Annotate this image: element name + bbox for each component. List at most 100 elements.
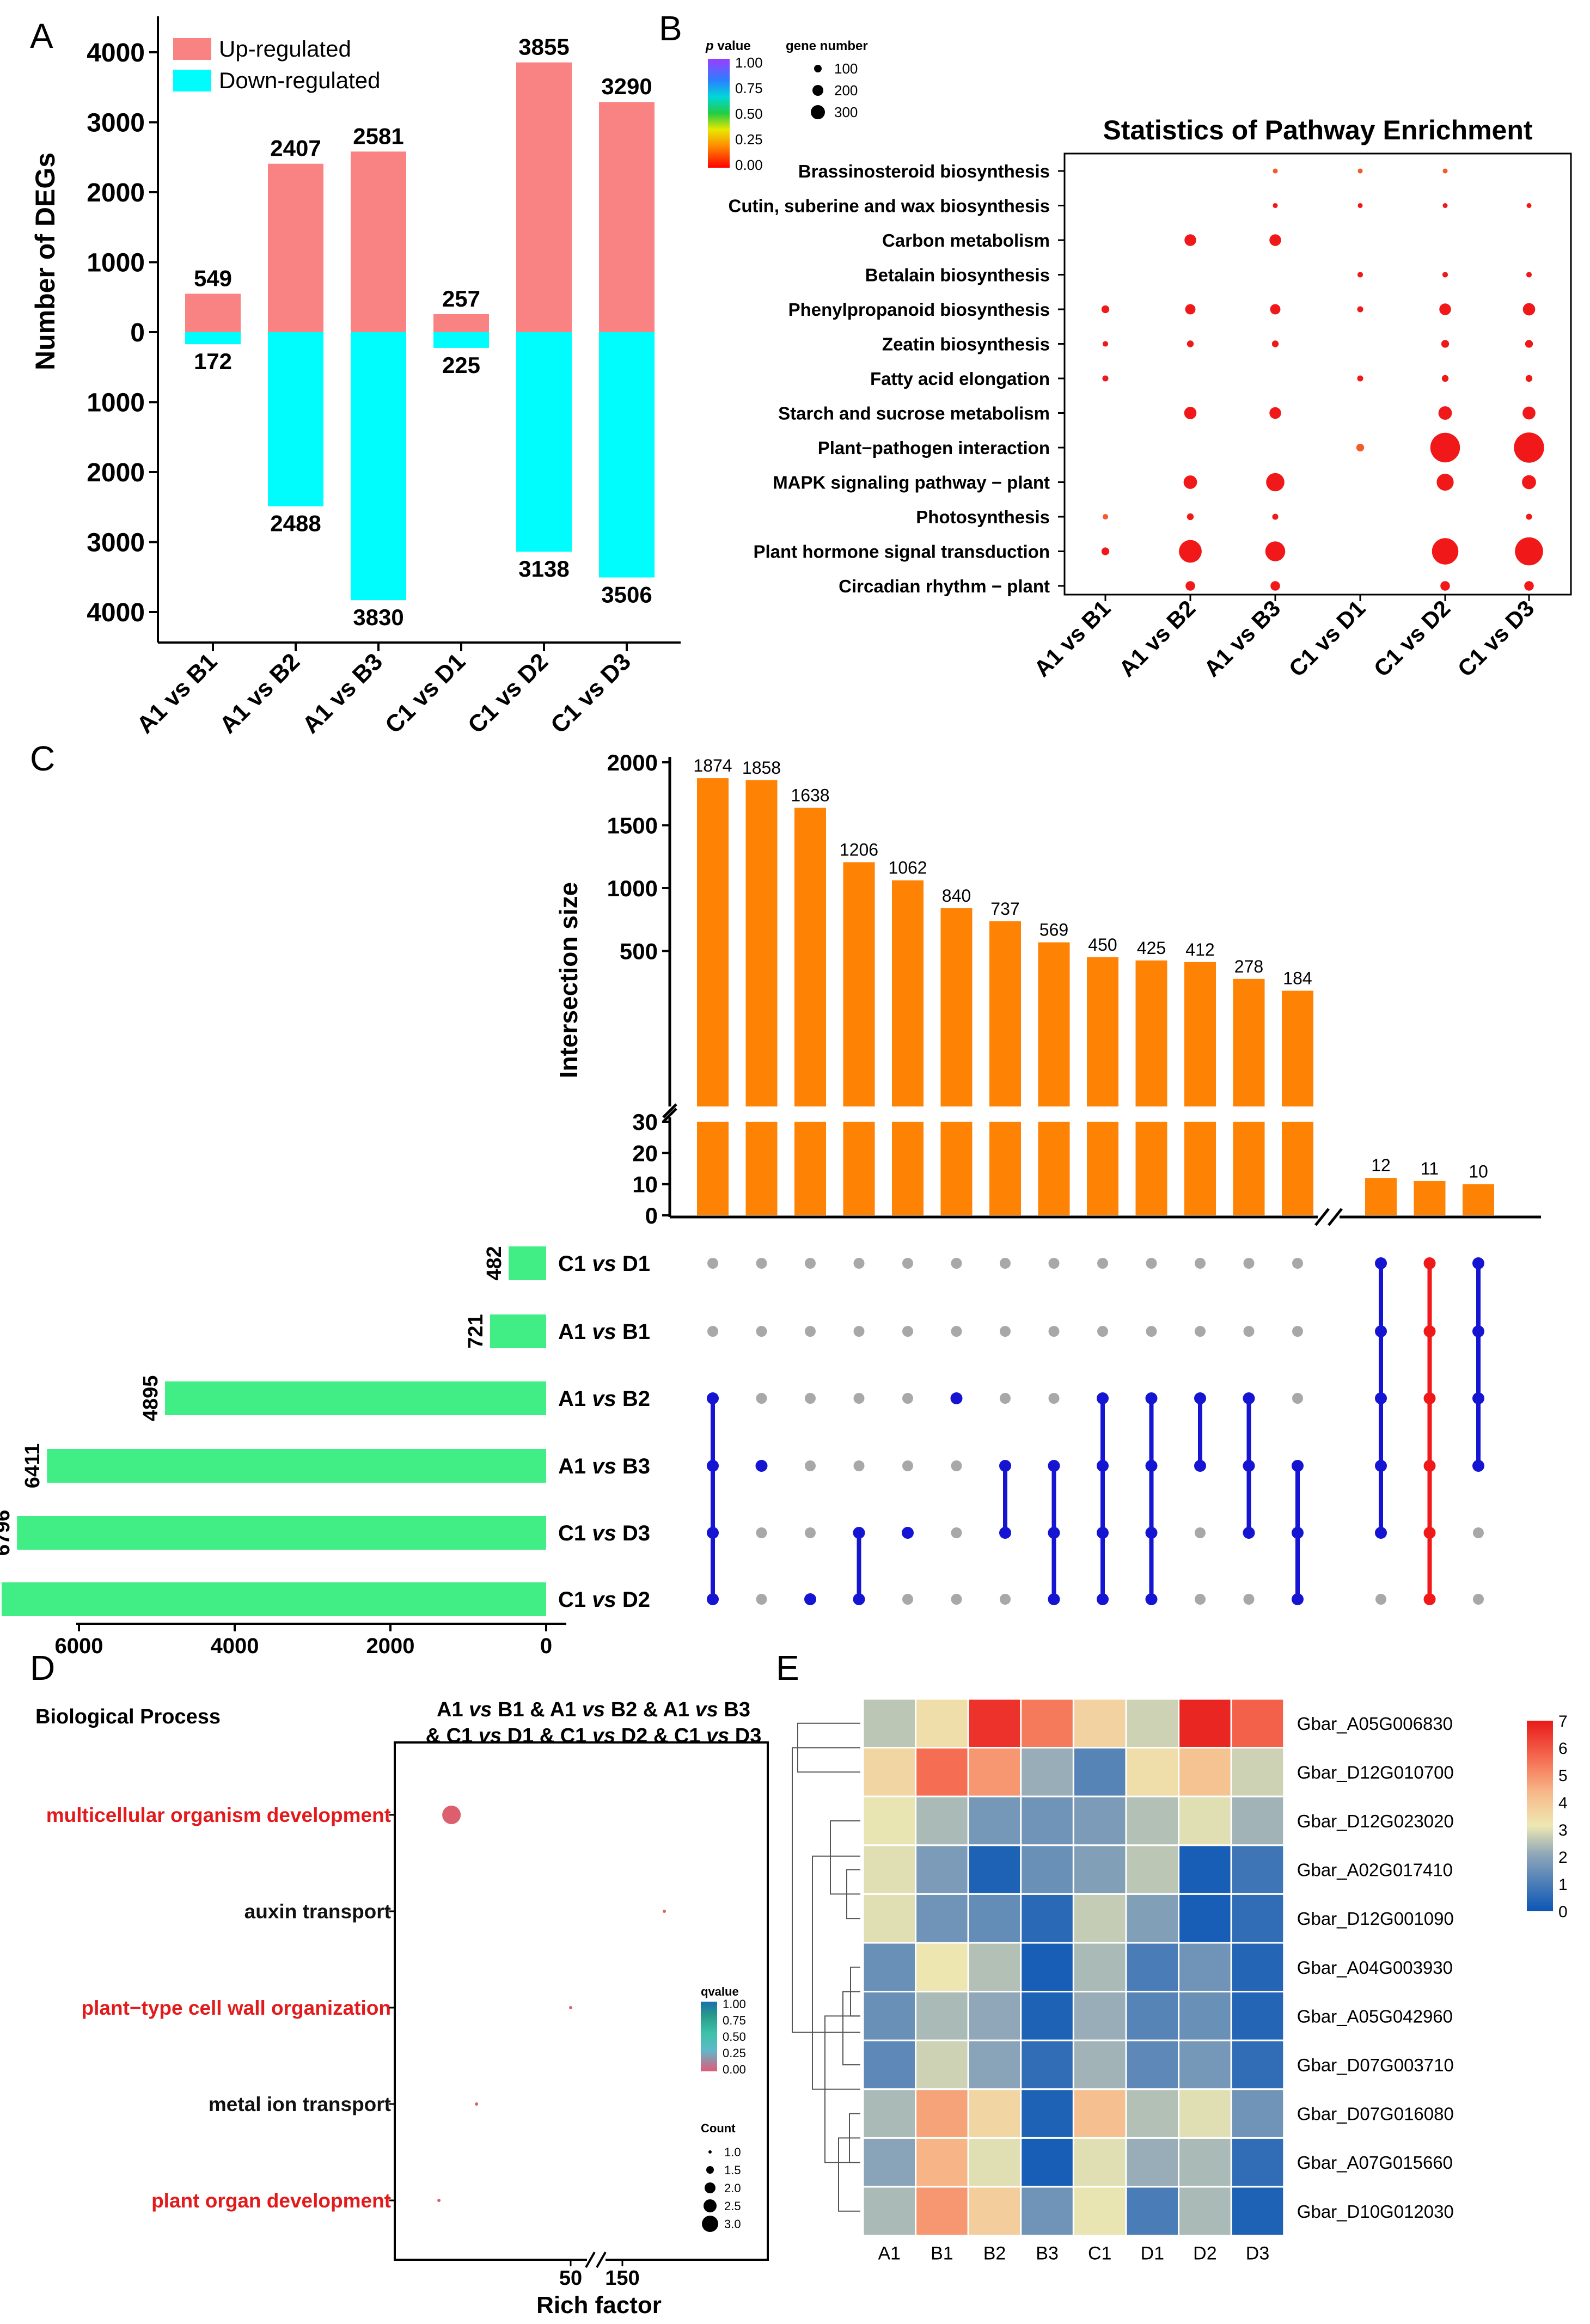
panel-c-upset-plot: 2000 1500 1000 500 30 20 10 0 Intersection size 1… [0,750,1541,1658]
legend-count-title: Count [701,2121,736,2135]
bubble-phenylpropanoid-biosynthesis-c1-vs-d3 [1522,303,1536,316]
heatmap-cell-gbar-a02g017410-b2 [967,1844,1022,1895]
matrix-dot-inactive [707,1258,718,1269]
term-point-metal-ion-transport [475,2102,479,2106]
panel-d-header-line1: A1 vs B1 & A1 vs B2 & A1 vs B3 [437,1698,750,1721]
set-size-bar-c1-vs-d3 [17,1516,547,1550]
term-label-auxin-transport: auxin transport [244,1900,391,1923]
heatmap-cell-gbar-d07g003710-d3 [1230,2039,1285,2090]
matrix-dot-active [1423,1460,1436,1472]
data-label-up: 549 [194,265,232,291]
matrix-dot-inactive [853,1460,865,1471]
matrix-dot-inactive [1375,1594,1386,1605]
y-tick-label: 0 [130,319,145,347]
heatmap-cell-gbar-d12g023020-a1 [862,1795,917,1846]
intersection-size-label: 569 [1039,920,1068,940]
bubble-photosynthesis-a1-vs-b1 [1102,513,1109,520]
matrix-dot-inactive [902,1594,913,1605]
colorbar-tick: 1 [1558,1876,1568,1894]
set-size-label: 6411 [21,1444,44,1488]
y-tick-label: 30 [632,1109,658,1135]
col-label-c1-vs-d2: C1 vs D2 [1369,595,1456,682]
matrix-dot-active [999,1460,1011,1472]
heatmap-cell-gbar-a04g003930-c1 [1072,1942,1127,1993]
heatmap-cell-gbar-d10g012030-d1 [1125,2186,1180,2237]
heatmap-cell-gbar-a05g006830-d1 [1125,1698,1180,1749]
heatmap-cell-gbar-d10g012030-b3 [1020,2186,1074,2237]
x-tick-label: 50 [559,2267,582,2290]
bubble-zeatin-biosynthesis-c1-vs-d3 [1525,340,1533,348]
matrix-dot-inactive [756,1326,767,1337]
dendrogram-branch [830,1820,860,1895]
matrix-dot-inactive [853,1258,865,1269]
set-label-a1-vs-b2: A1 vs B2 [558,1387,650,1411]
panel-letter-e: E [776,1648,799,1687]
col-label-b3: B3 [1036,2243,1059,2264]
matrix-dot-inactive [1000,1326,1011,1337]
heatmap-cell-gbar-a05g042960-d3 [1230,1991,1285,2041]
heatmap-cell-gbar-d07g016080-d2 [1178,2088,1232,2139]
bubble-starch-and-sucrose-metabolism-c1-vs-d3 [1522,406,1536,420]
matrix-dot-inactive [853,1326,865,1337]
axis-break-mark [662,1108,677,1123]
matrix-dot-inactive [951,1460,962,1471]
bubble-plant-hormone-signal-transduction-c1-vs-d3 [1515,537,1543,566]
heatmap-cell-gbar-d07g003710-d2 [1178,2039,1232,2090]
matrix-dot-active [1145,1527,1158,1539]
bubble-carbon-metabolism-a1-vs-b2 [1184,234,1196,246]
dendrogram-branch [812,1855,860,2090]
colorbar-tick: 5 [1558,1767,1568,1785]
bubble-zeatin-biosynthesis-c1-vs-d2 [1441,340,1450,348]
panel-letter-d: D [30,1648,55,1687]
bar-up-c1-vs-d2 [516,62,572,332]
bubble-plant-pathogen-interaction-c1-vs-d2 [1430,432,1460,463]
matrix-dot-active [1292,1527,1304,1539]
intersection-size-label: 737 [990,899,1019,919]
bubble-circadian-rhythm-plant-c1-vs-d3 [1524,581,1534,591]
bubble-zeatin-biosynthesis-a1-vs-b3 [1271,340,1279,347]
plot-frame [394,1741,769,2261]
intersection-size-label: 1858 [742,758,781,778]
bubble-cutin-suberine-and-wax-biosynthesis-c1-vs-d1 [1357,203,1363,209]
intersection-bar-upper-0 [697,778,729,1106]
heatmap-cell-gbar-a07g015660-b2 [967,2137,1022,2188]
heatmap-cell-gbar-d07g016080-b1 [915,2088,969,2139]
term-label-metal-ion-transport: metal ion transport [209,2093,391,2115]
bubble-fatty-acid-elongation-c1-vs-d2 [1441,375,1449,382]
heatmap-cell-gbar-a07g015660-d3 [1230,2137,1285,2188]
matrix-dot-active [1375,1257,1387,1269]
heatmap-cell-gbar-a05g006830-a1 [862,1698,917,1749]
matrix-dot-inactive [1195,1258,1206,1269]
matrix-dot-active [1097,1460,1109,1472]
matrix-dot-active [902,1527,914,1539]
matrix-dot-inactive [951,1326,962,1337]
legend-label-down-regulated: Down-regulated [219,68,381,93]
x-tick-label: C1 vs D3 [546,648,636,738]
col-label-a1-vs-b1: A1 vs B1 [1029,595,1116,682]
matrix-dot-inactive [1146,1258,1157,1269]
intersection-bar-lower-1 [745,1122,778,1215]
matrix-dot-inactive [1000,1594,1011,1605]
heatmap-cell-gbar-d07g016080-d3 [1230,2088,1285,2139]
bubble-plant-hormone-signal-transduction-c1-vs-d2 [1432,538,1459,565]
legend-count-dot [706,2166,714,2174]
x-tick-label: A1 vs B3 [297,648,388,738]
matrix-dot-inactive [951,1594,962,1605]
heatmap-cell-gbar-d07g003710-a1 [862,2039,917,2090]
intersection-bar-lower-8 [1087,1122,1118,1215]
legend-count-tick: 3.0 [724,2217,741,2231]
matrix-dot-active [1423,1593,1436,1605]
matrix-dot-active [1048,1527,1060,1539]
matrix-dot-active [1194,1392,1206,1404]
bubble-cutin-suberine-and-wax-biosynthesis-c1-vs-d3 [1526,203,1532,209]
legend-color-tick: 0.50 [735,106,763,122]
intersection-size-label: 278 [1234,957,1263,976]
heatmap-cell-gbar-a02g017410-d3 [1230,1844,1285,1895]
legend-color-tick: 0.75 [735,80,763,96]
bubble-plant-pathogen-interaction-c1-vs-d3 [1514,432,1544,463]
matrix-dot-inactive [1473,1594,1484,1605]
bubble-phenylpropanoid-biosynthesis-a1-vs-b1 [1101,305,1110,314]
intersection-bar-upper-12 [1282,990,1313,1106]
row-label-gbar-a05g042960: Gbar_A05G042960 [1297,2006,1453,2026]
heatmap-cell-gbar-d07g016080-b2 [967,2088,1022,2139]
